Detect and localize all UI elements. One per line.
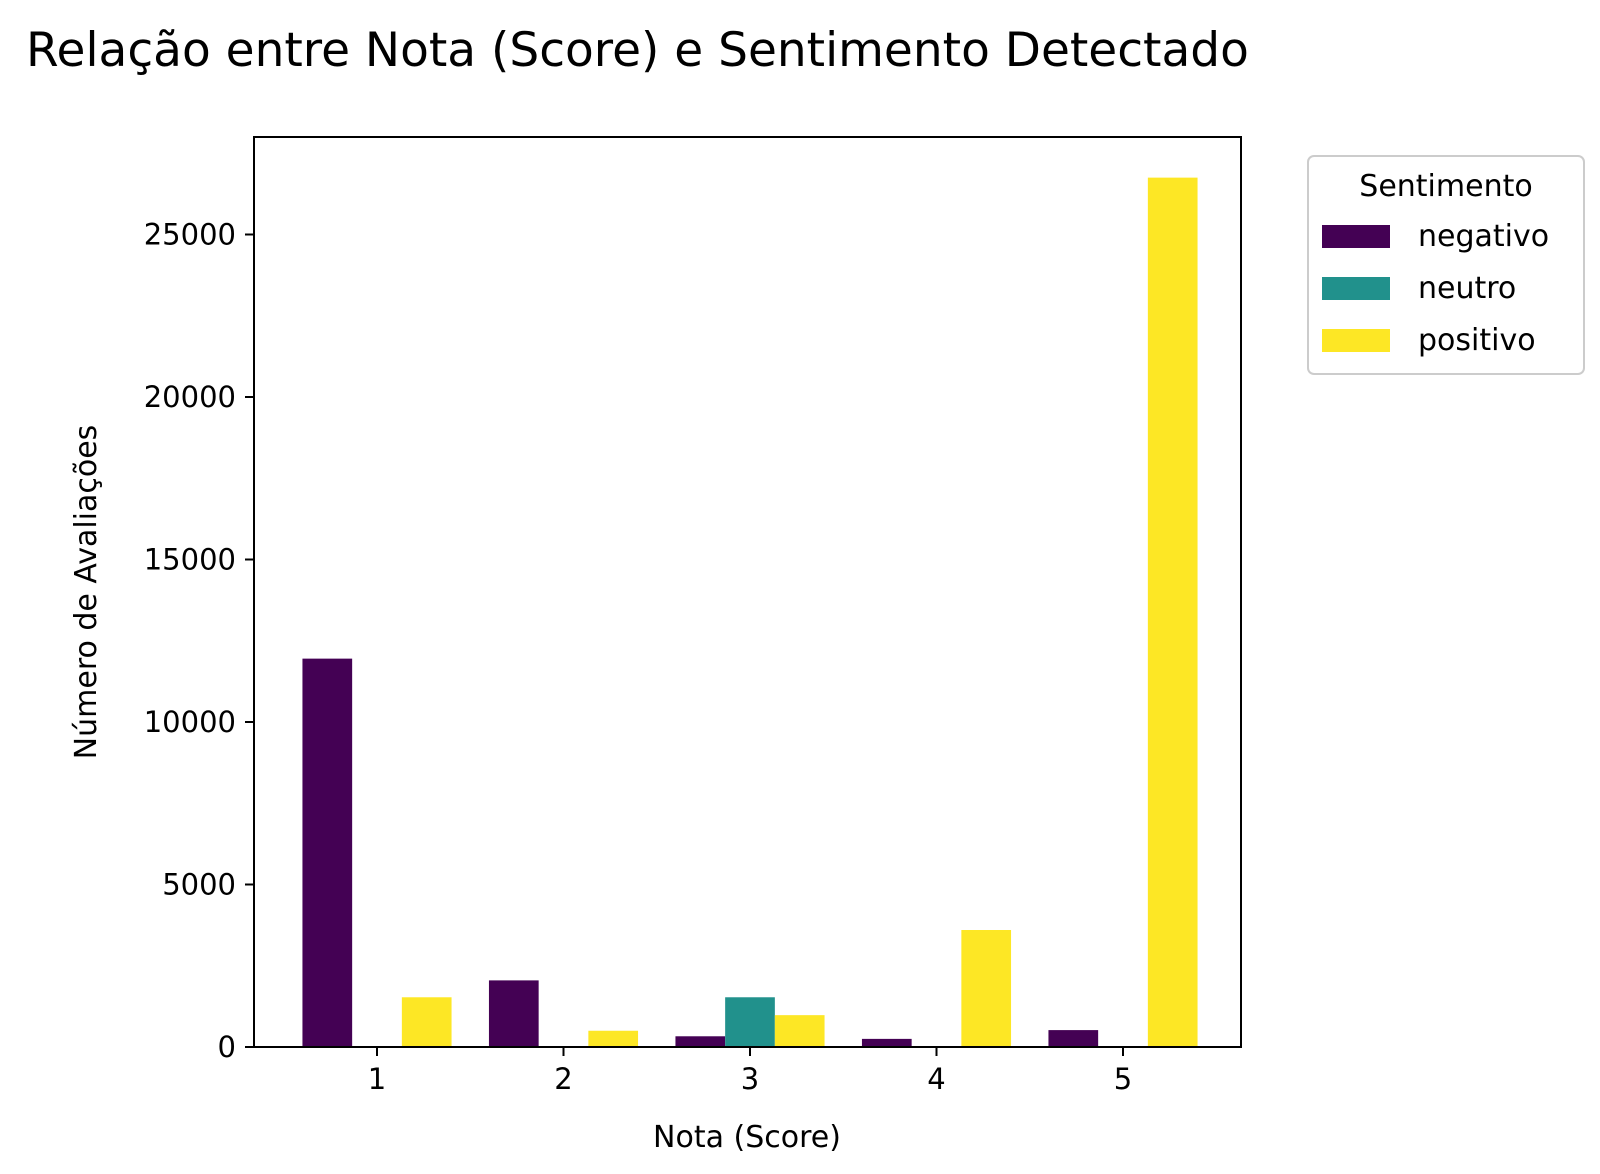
bar-positivo-2 (588, 1030, 639, 1047)
y-tick-label: 20000 (144, 380, 236, 414)
y-tick-label: 10000 (144, 705, 236, 739)
chart-title: Relação entre Nota (Score) e Sentimento … (26, 23, 1249, 78)
bar-negativo-1 (302, 658, 353, 1048)
bar-positivo-3 (774, 1015, 825, 1047)
x-axis: 1 2 3 4 5 (368, 1047, 1132, 1096)
x-tick-label: 2 (554, 1062, 572, 1096)
bar-negativo-3 (675, 1036, 726, 1047)
legend-swatch-positivo (1322, 329, 1390, 352)
bar-negativo-2 (488, 980, 539, 1048)
y-tick-label: 25000 (144, 218, 236, 252)
bar-positivo-1 (401, 997, 452, 1047)
x-axis-label: Nota (Score) (653, 1120, 841, 1155)
legend-swatch-neutro (1322, 277, 1390, 300)
legend-items: negativo neutro positivo (1322, 219, 1549, 358)
bars (302, 177, 1198, 1048)
bar-positivo-5 (1147, 177, 1198, 1048)
plot-frame (253, 136, 1242, 1048)
bar-neutro-3 (725, 997, 775, 1047)
y-tick-label: 0 (218, 1030, 236, 1064)
y-tick-label: 15000 (144, 543, 236, 577)
bar-negativo-4 (861, 1038, 912, 1048)
legend-frame (1307, 155, 1585, 375)
bar-positivo-4 (961, 930, 1012, 1047)
legend: Sentimento negativo neutro positivo (1307, 155, 1585, 375)
x-tick-label: 3 (741, 1062, 759, 1096)
y-tick-label: 5000 (162, 868, 236, 902)
bar-negativo-5 (1048, 1030, 1099, 1047)
y-axis: 0 5000 10000 15000 20000 25000 (144, 218, 254, 1064)
x-tick-label: 4 (927, 1062, 945, 1096)
y-axis-label: Número de Avaliações (69, 425, 104, 760)
legend-label-positivo: positivo (1418, 323, 1536, 358)
legend-swatch-negativo (1322, 225, 1390, 248)
legend-title: Sentimento (1359, 169, 1532, 204)
legend-label-negativo: negativo (1418, 219, 1549, 254)
x-tick-label: 1 (368, 1062, 386, 1096)
x-tick-label: 5 (1114, 1062, 1132, 1096)
legend-label-neutro: neutro (1418, 271, 1516, 306)
